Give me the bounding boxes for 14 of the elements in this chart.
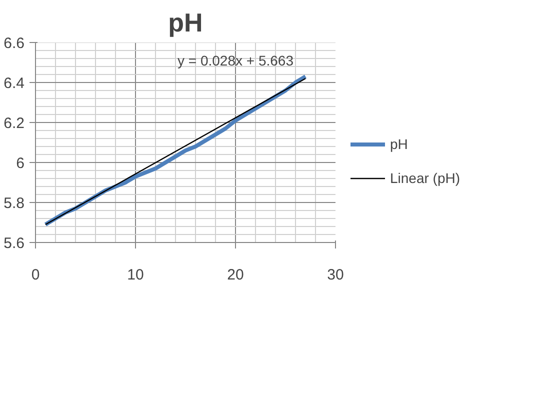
x-tick-label: 20 [227, 266, 244, 284]
y-tick-label: 6 [16, 155, 24, 172]
y-tick-label: 6.6 [4, 35, 25, 52]
x-tick-label: 0 [31, 266, 40, 284]
legend-label: Linear (pH) [390, 170, 460, 186]
legend-label: pH [390, 136, 409, 152]
y-tick-label: 6.2 [4, 115, 25, 132]
x-tick-label: 30 [327, 266, 344, 284]
annotation: y = 0.028x + 5.663 [178, 52, 294, 68]
chart-title: pH [168, 8, 203, 38]
y-tick-label: 5.6 [4, 235, 25, 252]
y-tick-label: 5.8 [4, 195, 25, 212]
y-tick-label: 6.4 [4, 75, 25, 92]
x-tick-label: 10 [127, 266, 144, 284]
